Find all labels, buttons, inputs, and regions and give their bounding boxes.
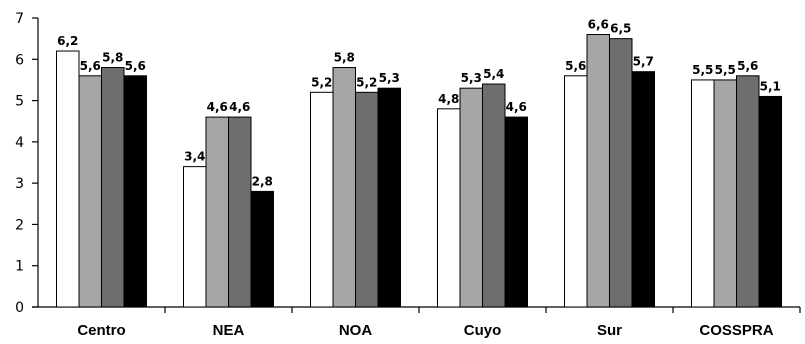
data-label: 5,6 [737, 59, 758, 73]
data-label: 6,6 [588, 18, 609, 32]
data-label: 6,5 [610, 22, 631, 36]
y-tick-label: 2 [15, 217, 24, 233]
data-label: 5,7 [633, 55, 654, 69]
data-label: 5,3 [379, 71, 400, 85]
y-tick-label: 3 [15, 176, 24, 192]
data-label: 5,6 [80, 59, 101, 73]
bar [713, 79, 737, 308]
data-label: 3,4 [184, 150, 205, 164]
bar [631, 71, 655, 308]
bar [250, 190, 274, 308]
data-label: 2,8 [252, 174, 273, 188]
bar [564, 75, 588, 308]
data-label: 4,6 [229, 100, 250, 114]
bar [310, 91, 334, 308]
data-label: 5,5 [692, 63, 713, 77]
data-label: 5,2 [356, 75, 377, 89]
y-tick-label: 4 [15, 135, 24, 151]
data-label: 5,6 [565, 59, 586, 73]
bar [736, 75, 760, 308]
category-label: Sur [597, 322, 622, 339]
data-label: 5,6 [125, 59, 146, 73]
bar [332, 67, 356, 308]
data-label: 5,2 [311, 75, 332, 89]
category-label: NOA [339, 322, 373, 339]
y-tick-label: 1 [15, 259, 24, 275]
bar [123, 75, 147, 308]
data-label: 6,2 [57, 34, 78, 48]
data-label: 4,6 [207, 100, 228, 114]
bar [355, 91, 379, 308]
y-tick-label: 0 [15, 300, 24, 316]
data-label: 5,3 [461, 71, 482, 85]
bar [504, 116, 528, 308]
y-tick-label: 6 [15, 52, 24, 68]
bar [56, 50, 80, 308]
bar [228, 116, 252, 308]
bar [459, 87, 483, 308]
bar [101, 67, 125, 308]
bar [437, 108, 461, 308]
bars [56, 34, 782, 308]
category-label: COSSPRA [699, 322, 773, 339]
bar [691, 79, 715, 308]
data-label: 5,8 [334, 51, 355, 65]
bar [205, 116, 229, 308]
bar [609, 38, 633, 308]
bar [78, 75, 102, 308]
axes: 0 1 2 3 4 5 6 7 Centro NEA NOA Cuyo Sur COSSPRA [15, 11, 801, 339]
data-label: 5,1 [760, 79, 781, 93]
category-label: Cuyo [464, 322, 502, 339]
data-label: 4,6 [506, 100, 527, 114]
data-label: 5,8 [102, 51, 123, 65]
bar [482, 83, 506, 308]
category-label: NEA [213, 322, 245, 339]
category-label: Centro [77, 322, 125, 339]
bar [586, 34, 610, 308]
data-labels: 6,25,65,85,63,44,6 4,62,85,25,85,2 5,34,85… [57, 18, 781, 189]
data-label: 5,5 [715, 63, 736, 77]
y-tick-label: 5 [15, 94, 24, 110]
y-tick-label: 7 [15, 11, 24, 27]
bar [183, 166, 207, 308]
data-label: 4,8 [438, 92, 459, 106]
bar [377, 87, 401, 308]
data-label: 5,4 [483, 67, 504, 81]
bar [758, 95, 782, 308]
